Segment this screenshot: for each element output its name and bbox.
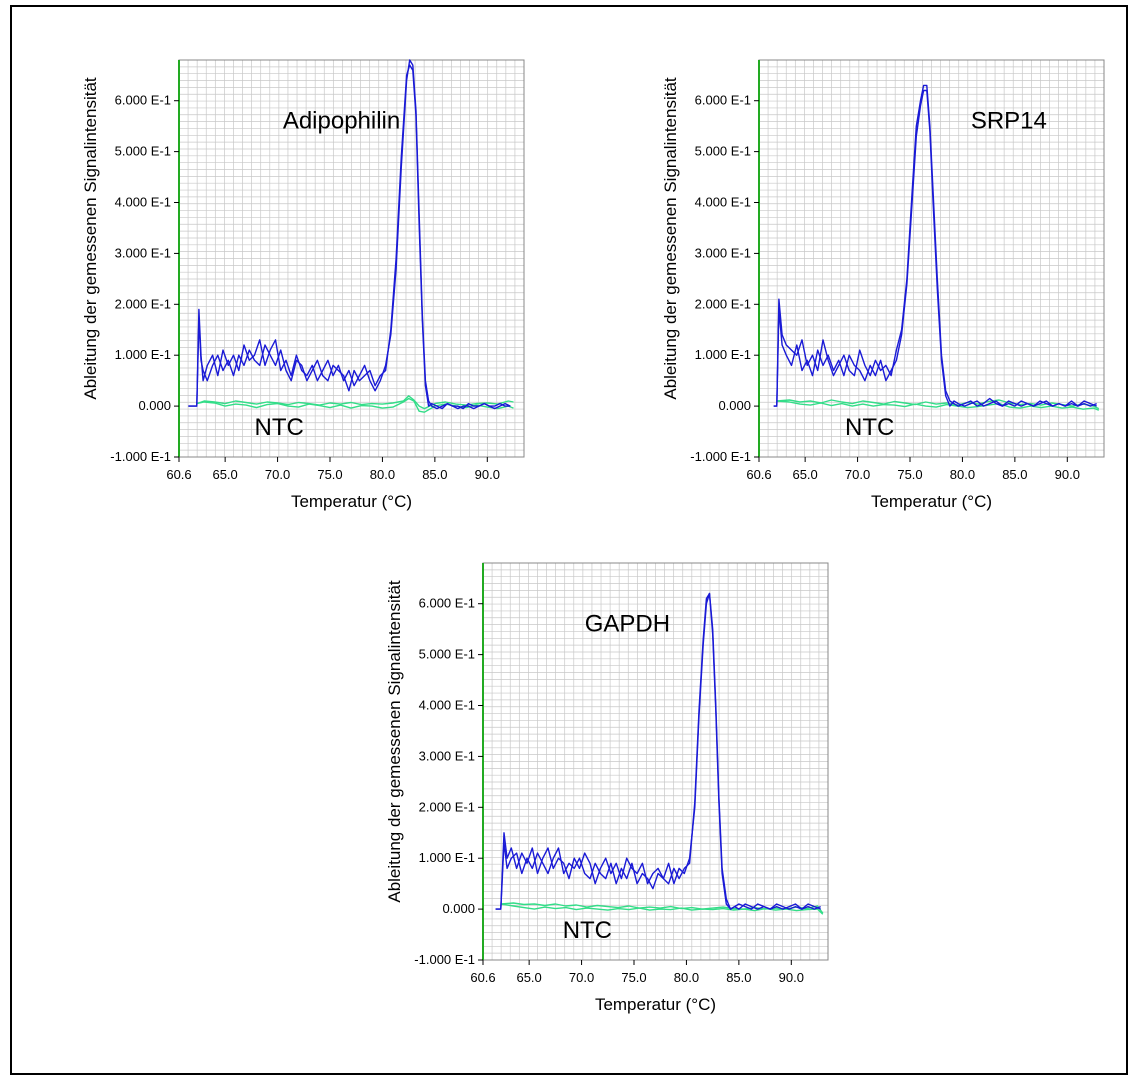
y-tick-label: 6.000 E-1 [695, 93, 751, 108]
sample-curve [773, 89, 1097, 407]
annotation-label: GAPDH [585, 611, 670, 638]
x-tick-label: 75.0 [897, 467, 922, 482]
x-tick-label: 70.0 [569, 970, 594, 985]
y-tick-label: 3.000 E-1 [115, 245, 171, 260]
ntc-curve [776, 400, 1100, 411]
annotation-label: NTC [563, 917, 612, 944]
annotation-label: NTC [255, 414, 304, 441]
x-axis-title: Temperatur (°C) [871, 492, 992, 511]
melting-curve-adipophilin: -1.000 E-1 0.000 1.000 E-1 2.000 E-1 3.000 E… [46, 55, 546, 535]
y-tick-label: 6.000 E-1 [419, 596, 475, 611]
x-tick-label: 80.0 [950, 467, 975, 482]
x-tick-label: 60.6 [746, 467, 771, 482]
ntc-curve [196, 395, 514, 410]
x-tick-label: 75.0 [317, 467, 342, 482]
y-tick-label: 6.000 E-1 [115, 93, 171, 108]
x-axis-title: Temperatur (°C) [291, 492, 412, 511]
y-tick-label: 4.000 E-1 [419, 698, 475, 713]
ntc-curve [500, 903, 824, 915]
x-tick-label: 90.0 [779, 970, 804, 985]
x-tick-label: 90.0 [1055, 467, 1080, 482]
x-tick-label: 85.0 [422, 467, 447, 482]
x-tick-label: 70.0 [265, 467, 290, 482]
x-tick-label: 75.0 [621, 970, 646, 985]
y-axis-title: Ableitung der gemessenen Signalintensitä… [81, 77, 100, 400]
y-tick-label: 3.000 E-1 [419, 748, 475, 763]
sample-curve [495, 592, 821, 910]
x-tick-label: 70.0 [845, 467, 870, 482]
y-tick-label: -1.000 E-1 [690, 449, 751, 464]
grid [179, 60, 524, 457]
y-tick-label: 0.000 [138, 398, 171, 413]
x-tick-label: 65.0 [792, 467, 817, 482]
y-tick-label: 5.000 E-1 [695, 144, 751, 159]
sample-curve [188, 64, 511, 410]
y-tick-label: 5.000 E-1 [419, 647, 475, 662]
grid [759, 60, 1104, 457]
y-tick-label: 5.000 E-1 [115, 144, 171, 159]
x-tick-label: 80.0 [370, 467, 395, 482]
x-tick-label: 80.0 [674, 970, 699, 985]
y-tick-label: 0.000 [442, 901, 475, 916]
x-tick-label: 85.0 [726, 970, 751, 985]
y-tick-label: -1.000 E-1 [110, 449, 171, 464]
annotation-label: Adipophilin [283, 108, 400, 135]
annotation-label: NTC [845, 414, 894, 441]
y-tick-label: 3.000 E-1 [695, 245, 751, 260]
y-tick-label: 1.000 E-1 [419, 850, 475, 865]
y-tick-label: 2.000 E-1 [695, 296, 751, 311]
y-axis-title: Ableitung der gemessenen Signalintensitä… [661, 77, 680, 400]
y-tick-label: 1.000 E-1 [695, 347, 751, 362]
y-tick-label: 1.000 E-1 [115, 347, 171, 362]
x-tick-label: 60.6 [166, 467, 191, 482]
annotation-label: SRP14 [971, 108, 1047, 135]
x-axis-title: Temperatur (°C) [595, 995, 716, 1014]
y-tick-label: 2.000 E-1 [115, 296, 171, 311]
x-tick-label: 65.0 [212, 467, 237, 482]
melting-curve-gapdh: -1.000 E-1 0.000 1.000 E-1 2.000 E-1 3.000 E… [350, 558, 850, 1038]
x-tick-label: 85.0 [1002, 467, 1027, 482]
y-tick-label: 0.000 [718, 398, 751, 413]
x-tick-label: 60.6 [470, 970, 495, 985]
y-tick-label: -1.000 E-1 [414, 952, 475, 967]
y-tick-label: 4.000 E-1 [695, 195, 751, 210]
y-tick-label: 2.000 E-1 [419, 799, 475, 814]
x-tick-label: 90.0 [475, 467, 500, 482]
melting-curve-srp14: -1.000 E-1 0.000 1.000 E-1 2.000 E-1 3.000 E… [626, 55, 1126, 535]
chart-svg: -1.000 E-1 0.000 1.000 E-1 2.000 E-1 3.000 E… [81, 59, 525, 511]
chart-svg: -1.000 E-1 0.000 1.000 E-1 2.000 E-1 3.000 E… [661, 59, 1105, 511]
y-axis-title: Ableitung der gemessenen Signalintensitä… [385, 580, 404, 903]
chart-svg: -1.000 E-1 0.000 1.000 E-1 2.000 E-1 3.000 E… [385, 562, 829, 1014]
y-tick-label: 4.000 E-1 [115, 195, 171, 210]
x-tick-label: 65.0 [516, 970, 541, 985]
